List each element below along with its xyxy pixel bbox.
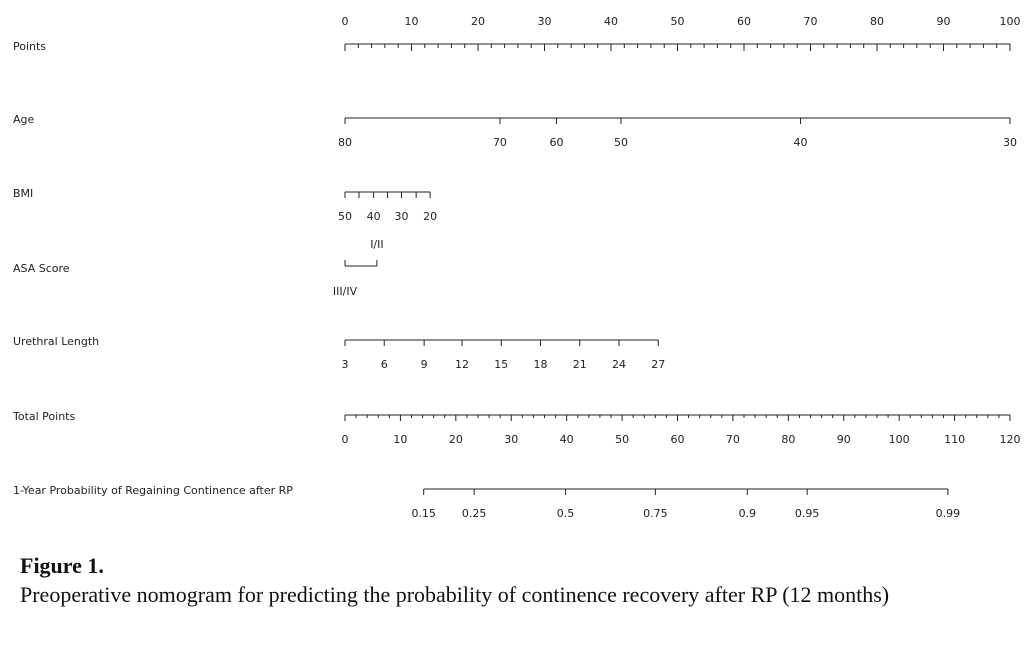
tick-label-age: 30 — [1003, 136, 1017, 149]
tick-label-bmi: 50 — [338, 210, 352, 223]
tick-label-1-year-probability-of-regaining-continence-after-rp: 0.99 — [936, 507, 961, 520]
tick-label-points: 70 — [804, 15, 818, 28]
figure-description: Preoperative nomogram for predicting the… — [20, 582, 890, 607]
tick-label-bmi: 30 — [395, 210, 409, 223]
tick-label-1-year-probability-of-regaining-continence-after-rp: 0.75 — [643, 507, 668, 520]
tick-label-points: 30 — [538, 15, 552, 28]
tick-label-age: 40 — [794, 136, 808, 149]
row-label-asa-score: ASA Score — [13, 262, 70, 275]
row-label-1-year-probability-of-regaining-continence-after-rp: 1-Year Probability of Regaining Continen… — [13, 484, 293, 497]
tick-label-urethral-length: 9 — [421, 358, 428, 371]
tick-label-1-year-probability-of-regaining-continence-after-rp: 0.25 — [462, 507, 487, 520]
tick-label-asa-score: III/IV — [333, 285, 358, 298]
tick-label-total-points: 120 — [1000, 433, 1021, 446]
tick-label-urethral-length: 18 — [534, 358, 548, 371]
tick-label-bmi: 20 — [423, 210, 437, 223]
tick-label-urethral-length: 3 — [342, 358, 349, 371]
tick-label-total-points: 100 — [889, 433, 910, 446]
tick-label-total-points: 80 — [781, 433, 795, 446]
tick-label-age: 80 — [338, 136, 352, 149]
tick-label-total-points: 0 — [342, 433, 349, 446]
tick-label-urethral-length: 15 — [494, 358, 508, 371]
tick-label-urethral-length: 27 — [651, 358, 665, 371]
tick-label-points: 40 — [604, 15, 618, 28]
tick-label-urethral-length: 6 — [381, 358, 388, 371]
tick-label-total-points: 30 — [504, 433, 518, 446]
tick-label-total-points: 110 — [944, 433, 965, 446]
tick-label-age: 70 — [493, 136, 507, 149]
row-label-total-points: Total Points — [12, 410, 75, 423]
tick-label-total-points: 40 — [560, 433, 574, 446]
row-label-age: Age — [13, 113, 35, 126]
row-label-points: Points — [13, 40, 46, 53]
tick-label-points: 100 — [1000, 15, 1021, 28]
tick-label-points: 60 — [737, 15, 751, 28]
tick-label-urethral-length: 24 — [612, 358, 626, 371]
tick-label-total-points: 60 — [671, 433, 685, 446]
tick-label-1-year-probability-of-regaining-continence-after-rp: 0.95 — [795, 507, 820, 520]
tick-label-1-year-probability-of-regaining-continence-after-rp: 0.5 — [557, 507, 575, 520]
tick-label-points: 20 — [471, 15, 485, 28]
tick-label-urethral-length: 12 — [455, 358, 469, 371]
tick-label-points: 50 — [671, 15, 685, 28]
figure-title: Figure 1. — [20, 553, 104, 578]
tick-label-bmi: 40 — [367, 210, 381, 223]
row-label-bmi: BMI — [13, 187, 33, 200]
figure-caption: Figure 1. Preoperative nomogram for pred… — [20, 552, 1010, 610]
tick-label-points: 80 — [870, 15, 884, 28]
tick-label-points: 90 — [937, 15, 951, 28]
tick-label-1-year-probability-of-regaining-continence-after-rp: 0.15 — [411, 507, 436, 520]
tick-label-total-points: 90 — [837, 433, 851, 446]
tick-label-total-points: 20 — [449, 433, 463, 446]
tick-label-total-points: 70 — [726, 433, 740, 446]
tick-label-points: 0 — [342, 15, 349, 28]
tick-label-urethral-length: 21 — [573, 358, 587, 371]
row-label-urethral-length: Urethral Length — [13, 335, 99, 348]
tick-label-1-year-probability-of-regaining-continence-after-rp: 0.9 — [739, 507, 757, 520]
tick-label-age: 50 — [614, 136, 628, 149]
tick-label-age: 60 — [549, 136, 563, 149]
tick-label-points: 10 — [405, 15, 419, 28]
tick-label-total-points: 10 — [393, 433, 407, 446]
tick-label-asa-score: I/II — [370, 238, 383, 251]
tick-label-total-points: 50 — [615, 433, 629, 446]
